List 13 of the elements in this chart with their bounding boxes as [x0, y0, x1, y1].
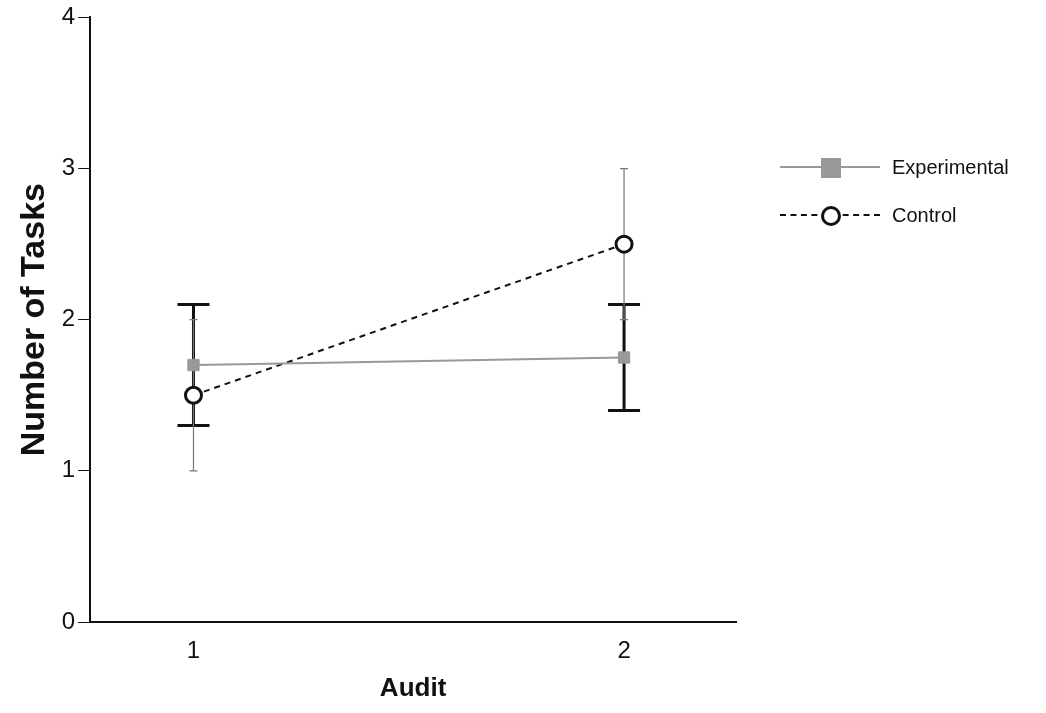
y-tick-label: 1 [61, 455, 76, 483]
y-tick-label: 4 [61, 2, 76, 30]
point [183, 385, 203, 405]
y-tick-label: 0 [61, 606, 76, 634]
x-axis-title: Audit [379, 671, 447, 702]
point [617, 351, 631, 364]
legend-label: Control [892, 203, 957, 227]
legend-label: Experimental [892, 155, 1009, 179]
point [614, 234, 634, 254]
point [187, 358, 200, 372]
y-axis-title: Number of Tasks [12, 183, 51, 457]
y-tick-label: 3 [61, 153, 76, 181]
y-tick-label: 2 [61, 304, 76, 332]
